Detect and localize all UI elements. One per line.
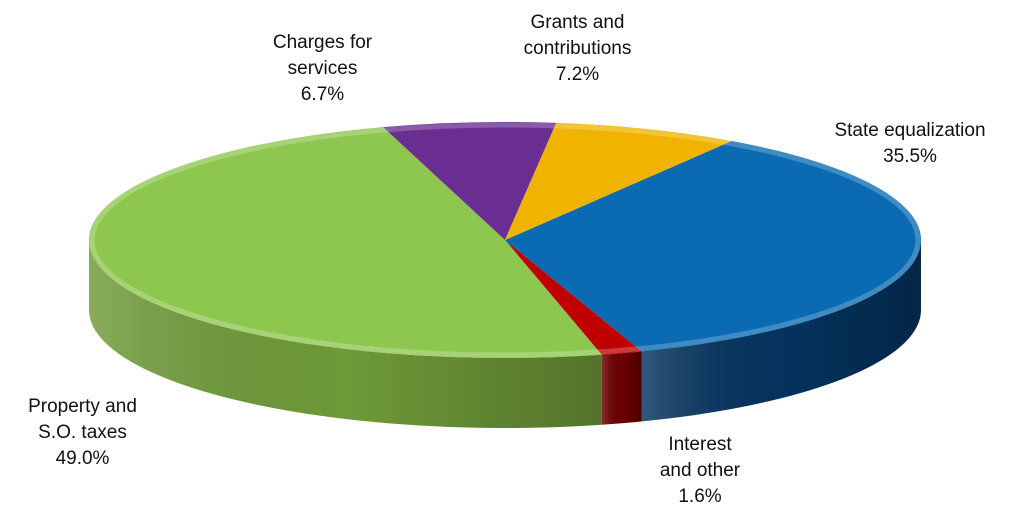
pie-slice-property-and-s-o-taxes <box>88 127 602 359</box>
label-grants-line2: contributions <box>523 38 632 59</box>
label-grants-line1: Grants and <box>530 12 625 33</box>
pie-side-shade-property-and-s-o-taxes <box>89 240 602 428</box>
label-charges-value: 6.7% <box>300 84 345 105</box>
label-property-line2: S.O. taxes <box>38 422 127 443</box>
pie-side-shade-interest-and-other <box>601 351 642 425</box>
label-state-equalization-value: 35.5% <box>883 146 937 167</box>
pie-slice-grants-and-contributions <box>505 122 732 240</box>
label-charges-for-services: Charges for services 6.7% <box>245 30 400 108</box>
label-charges-line1: Charges for <box>272 32 373 53</box>
pie-slice-interest-and-other <box>505 240 642 355</box>
label-state-equalization: State equalization 35.5% <box>810 118 1010 170</box>
pie-slices <box>88 122 921 359</box>
label-grants-value: 7.2% <box>555 64 600 85</box>
label-grants-and-contributions: Grants and contributions 7.2% <box>490 10 665 88</box>
label-property-line1: Property and <box>28 396 137 417</box>
label-property-taxes: Property and S.O. taxes 49.0% <box>0 394 165 472</box>
label-charges-line2: services <box>287 58 358 79</box>
pie-side-shade-state-equalization <box>641 240 921 422</box>
label-interest-line1: Interest <box>668 434 732 455</box>
label-state-equalization-name: State equalization <box>834 120 986 141</box>
label-property-value: 49.0% <box>55 448 110 469</box>
pie-slice-state-equalization <box>505 141 921 352</box>
pie-rim-highlight <box>89 122 921 358</box>
label-interest-and-other: Interest and other 1.6% <box>630 432 770 510</box>
label-interest-value: 1.6% <box>678 486 722 507</box>
label-interest-line2: and other <box>659 460 741 481</box>
pie-sides <box>89 240 921 428</box>
pie-slice-charges-for-services <box>383 122 557 240</box>
